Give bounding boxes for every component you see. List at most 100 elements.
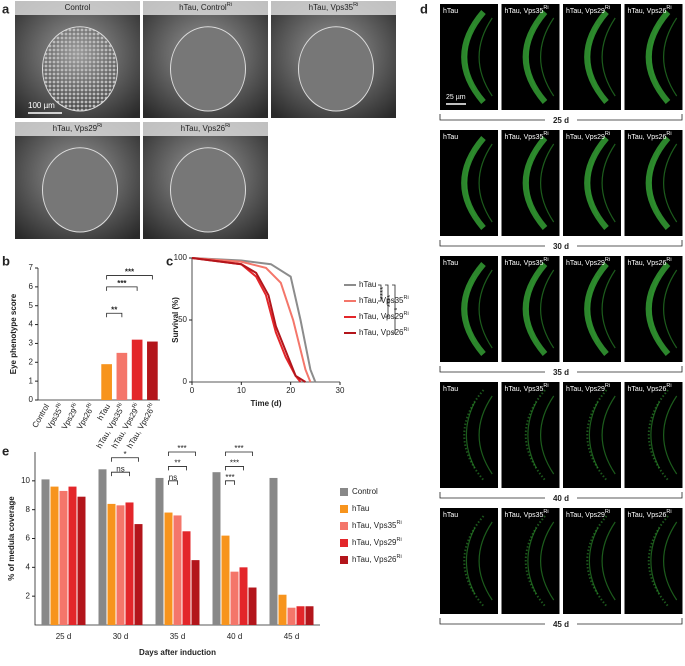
y-tick-label: 100	[174, 253, 188, 262]
x-tick-label: Vps26Ri	[75, 402, 97, 431]
column-label-sup: Ri	[605, 131, 610, 137]
eye	[170, 147, 246, 233]
x-tick-label-sup: Ri	[86, 402, 94, 410]
sig-bracket	[111, 457, 139, 462]
legend-swatch	[340, 522, 348, 530]
x-tick-label-sup: Ri	[116, 402, 124, 410]
confocal-image	[624, 4, 683, 110]
confocal-image	[563, 382, 621, 488]
row-label-bg	[545, 242, 577, 251]
medulla-fibers	[588, 269, 616, 349]
bar	[68, 486, 77, 625]
y-tick-label: 4	[29, 320, 34, 329]
legend-label-sup: Ri	[396, 537, 401, 543]
column-label-sup: Ri	[543, 383, 548, 389]
legend-label-sup: Ri	[403, 327, 408, 333]
scale-bar-label: 25 µm	[446, 94, 466, 101]
eye	[298, 26, 374, 112]
column-label: hTau, Vps35Ri	[505, 5, 549, 14]
survival-line	[191, 257, 302, 383]
bar	[248, 587, 257, 625]
image-label-text: hTau, Control	[179, 3, 227, 12]
legend-label: hTau, Vps29Ri	[352, 537, 402, 547]
column-label-text: hTau, Vps26	[628, 386, 667, 393]
column-label-text: hTau	[443, 386, 458, 393]
y-tick-label: 5	[29, 301, 34, 310]
bar	[41, 479, 50, 625]
confocal-image	[624, 130, 683, 236]
sig-label: ***	[225, 473, 234, 482]
y-axis-label: % of medula coverage	[7, 496, 16, 581]
column-label: hTau, Vps35Ri	[505, 509, 549, 518]
medulla-fibers	[650, 395, 678, 475]
legend-label-text: hTau, Vps35	[359, 296, 404, 305]
column-label-text: hTau	[443, 8, 458, 15]
column-label-sup: Ri	[543, 5, 548, 11]
image-header	[271, 1, 396, 15]
x-tick-label-sup: Ri	[55, 402, 63, 410]
bar	[212, 472, 221, 625]
column-label: hTau, Vps26Ri	[628, 257, 672, 266]
column-label: hTau	[443, 386, 458, 393]
medulla-fibers	[588, 521, 616, 601]
confocal-image	[501, 4, 560, 110]
y-tick-label: 1	[29, 376, 34, 385]
sig-bracket	[225, 451, 253, 456]
bar	[107, 503, 116, 625]
y-tick-label: 0	[29, 395, 34, 404]
legend-label: hTau, Vps35Ri	[352, 520, 402, 530]
x-tick-label: 40 d	[227, 632, 243, 641]
column-label: hTau, Vps35Ri	[505, 257, 549, 266]
row-label: 25 d	[553, 116, 569, 125]
bar	[305, 606, 314, 625]
sig-label: ***	[234, 444, 243, 453]
x-tick-label: 35 d	[170, 632, 186, 641]
column-label-sup: Ri	[666, 5, 671, 11]
medulla-signal	[522, 10, 548, 104]
confocal-image	[624, 382, 683, 488]
column-label-text: hTau, Vps35	[505, 512, 544, 519]
column-label-sup: Ri	[605, 5, 610, 11]
x-axis-label: Days after induction	[139, 648, 216, 657]
medulla-signal	[586, 515, 608, 607]
sig-bracket	[106, 275, 153, 280]
legend-swatch	[340, 539, 348, 547]
medulla-signal	[645, 10, 671, 104]
sig-bracket	[225, 480, 235, 485]
confocal-image	[563, 508, 621, 614]
x-axis-label: Time (d)	[251, 399, 282, 408]
y-tick-label: 6	[26, 534, 31, 543]
medulla-signal	[522, 262, 548, 356]
medulla-signal	[463, 515, 485, 607]
legend-label: hTau	[352, 504, 369, 513]
image-label: hTau, Vps35Ri	[309, 2, 359, 12]
y-tick-label: 10	[21, 476, 30, 485]
bar	[182, 531, 191, 625]
column-label-text: hTau	[443, 134, 458, 141]
bar	[221, 535, 230, 625]
legend-label-text: Control	[352, 487, 378, 496]
medulla-signal	[647, 389, 669, 481]
medulla-signal	[586, 389, 608, 481]
y-axis-label: Survival (%)	[171, 297, 180, 343]
column-label-sup: Ri	[605, 257, 610, 263]
confocal-image	[440, 256, 498, 362]
legend-label: hTau, Vps26Ri	[359, 327, 409, 337]
column-label-text: hTau, Vps26	[628, 8, 667, 15]
legend-label: hTau, Vps35Ri	[359, 295, 409, 305]
medulla-fibers	[465, 521, 493, 601]
legend-label-text: hTau	[352, 504, 369, 513]
confocal-image	[563, 4, 621, 110]
bar	[155, 477, 164, 625]
column-label: hTau	[443, 8, 458, 15]
column-label-sup: Ri	[605, 383, 610, 389]
column-label-text: hTau, Vps35	[505, 134, 544, 141]
sig-label: ****	[379, 287, 388, 299]
confocal-image	[563, 130, 621, 236]
image-label-text: hTau, Vps26	[181, 124, 226, 133]
survival-line	[191, 257, 317, 383]
y-tick-label: 2	[29, 357, 34, 366]
column-label-sup: Ri	[666, 257, 671, 263]
medulla-fibers	[465, 143, 493, 223]
bar	[278, 594, 287, 625]
